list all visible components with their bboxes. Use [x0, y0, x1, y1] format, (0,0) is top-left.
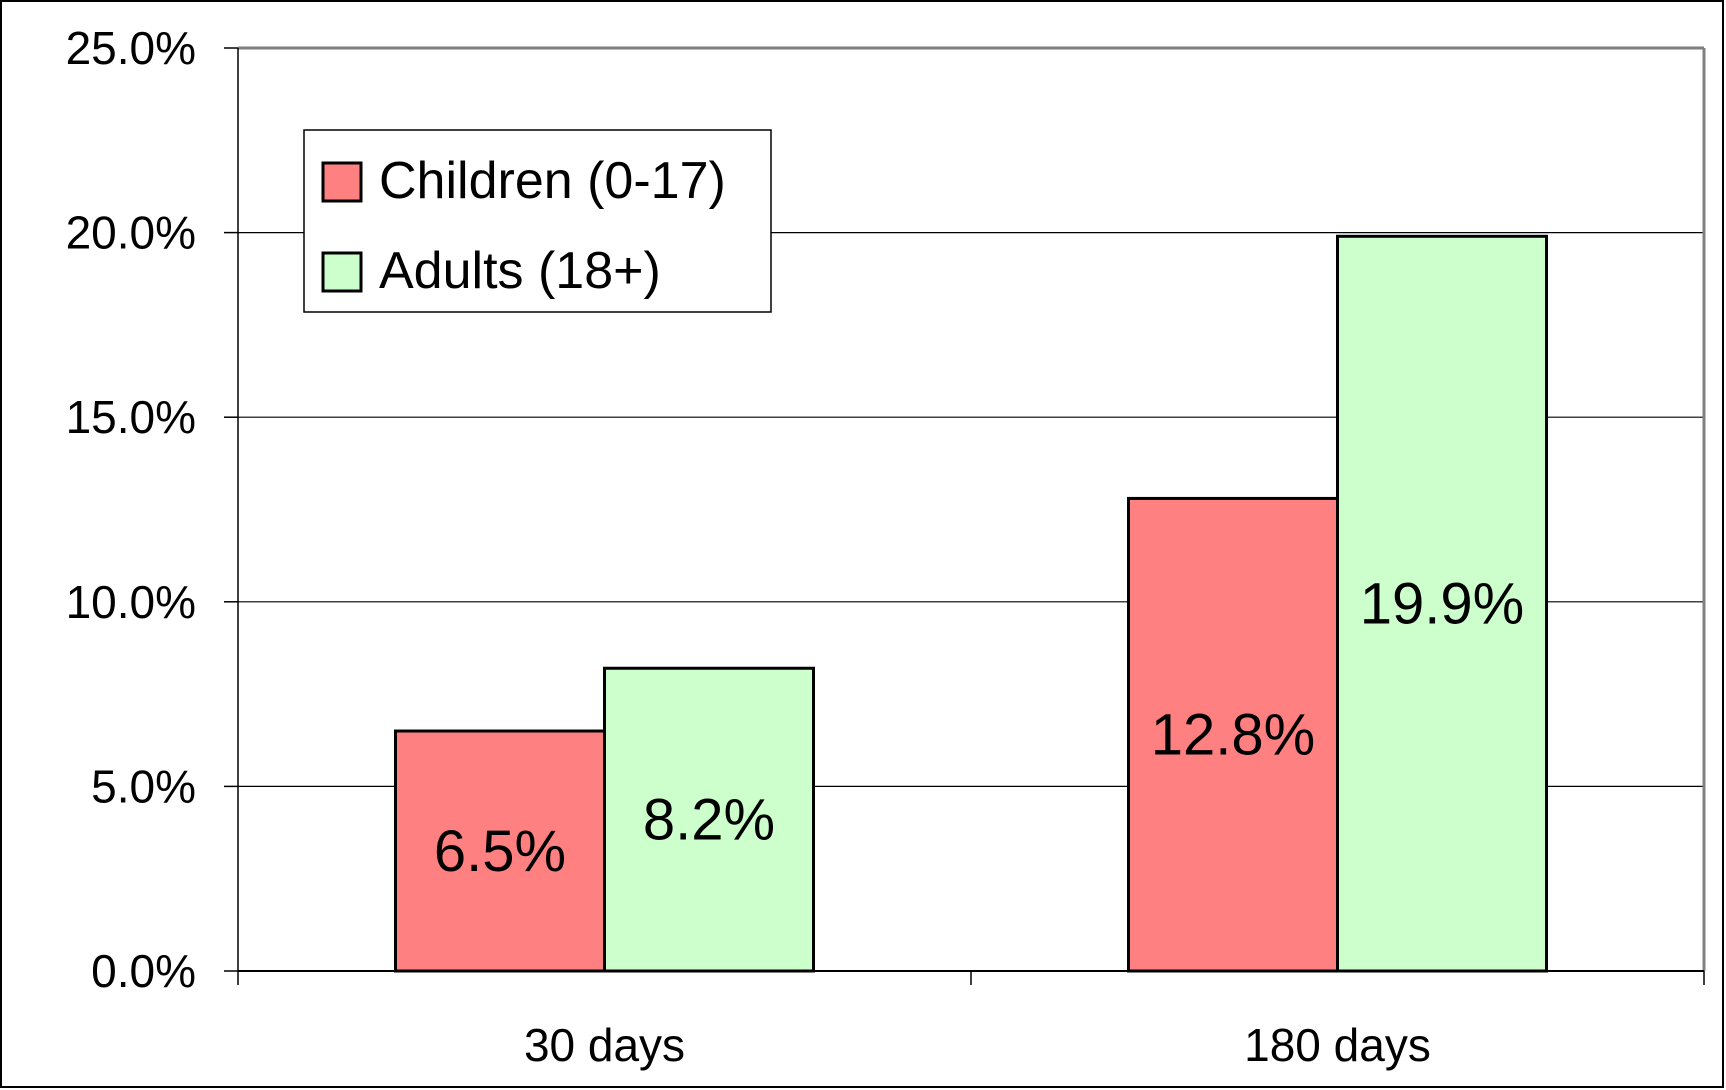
legend-label: Children (0-17) — [379, 152, 726, 210]
plot-area — [237, 46, 1706, 971]
bar-adults-1 — [1336, 234, 1548, 973]
legend-label: Adults (18+) — [379, 242, 661, 300]
data-label: 19.9% — [1360, 572, 1524, 637]
bars — [394, 234, 1548, 973]
legend-swatch — [321, 251, 363, 293]
y-tick-label: 0.0% — [91, 945, 196, 997]
data-label: 8.2% — [643, 788, 775, 853]
y-axis-ticks: 0.0% 5.0% 10.0% 15.0% 20.0% 25.0% — [66, 22, 238, 997]
y-tick-label: 5.0% — [91, 760, 196, 812]
data-labels: 6.5% 8.2% 12.8% 19.9% — [434, 572, 1524, 884]
legend-box — [303, 129, 772, 313]
bar-adults-0 — [603, 666, 815, 973]
data-label: 12.8% — [1151, 703, 1315, 768]
y-tick-label: 20.0% — [66, 207, 196, 259]
data-label: 6.5% — [434, 819, 566, 884]
y-tick-label: 25.0% — [66, 22, 196, 74]
x-tick-label: 30 days — [524, 1019, 685, 1071]
y-tick-label: 15.0% — [66, 391, 196, 443]
x-axis-ticks: 30 days 180 days — [237, 970, 1705, 1071]
legend: Children (0-17) Adults (18+) — [303, 129, 772, 313]
y-tick-label: 10.0% — [66, 576, 196, 628]
bar-children-0 — [394, 729, 606, 973]
x-tick-label: 180 days — [1244, 1019, 1431, 1071]
legend-swatch — [321, 161, 363, 203]
